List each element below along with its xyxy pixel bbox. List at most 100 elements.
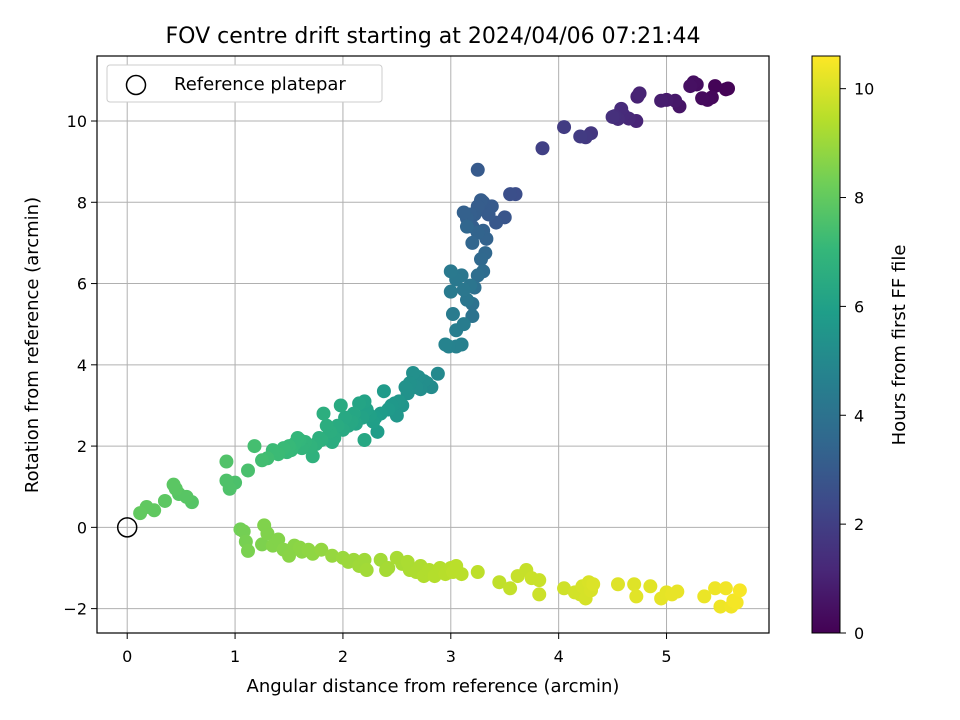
legend-entry-reference-platepar: Reference platepar [174, 74, 346, 95]
colorbar-tick-label: 10 [854, 80, 874, 99]
x-tick-label: 0 [122, 647, 132, 666]
y-tick-label: −2 [63, 600, 87, 619]
y-tick-label: 0 [77, 518, 87, 537]
data-point [718, 581, 733, 596]
data-point [325, 548, 340, 563]
data-point [398, 380, 413, 395]
data-point [459, 219, 474, 234]
data-point [470, 162, 485, 177]
data-point [557, 120, 572, 135]
data-point [610, 577, 625, 592]
data-point [133, 506, 148, 521]
x-axis-label: Angular distance from reference (arcmin) [247, 676, 620, 697]
data-point [643, 579, 658, 594]
data-point [359, 563, 374, 578]
data-point [470, 268, 485, 283]
data-point [438, 337, 453, 352]
data-point [241, 463, 256, 478]
data-point [654, 93, 669, 108]
data-point [503, 187, 518, 202]
data-point [157, 493, 172, 508]
data-point [708, 581, 723, 596]
data-point [260, 526, 275, 541]
y-tick-label: 8 [77, 193, 87, 212]
colorbar-tick-label: 8 [854, 189, 864, 208]
data-point [532, 587, 547, 602]
colorbar-tick-label: 0 [854, 624, 864, 643]
data-point [605, 109, 620, 124]
data-point [713, 599, 728, 614]
data-point [683, 79, 698, 94]
data-point [314, 542, 329, 557]
data-point [732, 583, 747, 598]
data-point [443, 284, 458, 299]
data-point [721, 81, 736, 96]
data-point [697, 589, 712, 604]
data-points [133, 75, 747, 614]
plot-frame [96, 55, 770, 634]
data-point [557, 581, 572, 596]
data-point [241, 543, 256, 558]
x-tick-label: 2 [338, 647, 348, 666]
data-point [474, 252, 488, 267]
colorbar: 0 2 4 6 8 10 Hours from first FF file [811, 55, 910, 643]
data-point [456, 282, 471, 297]
y-tick-label: 4 [77, 356, 87, 375]
data-point [333, 398, 348, 413]
colorbar-label: Hours from first FF file [889, 245, 910, 446]
data-point [445, 307, 460, 322]
data-point [319, 418, 334, 433]
colorbar-tick-label: 2 [854, 515, 864, 534]
data-point [456, 317, 471, 332]
data-point [316, 406, 331, 421]
data-point [532, 573, 547, 588]
x-tick-label: 1 [230, 647, 240, 666]
legend-box [106, 64, 383, 103]
data-point [454, 567, 469, 582]
data-point [376, 384, 391, 399]
x-axis-ticks: 0 1 2 3 4 5 [122, 633, 672, 666]
data-point [627, 577, 642, 592]
x-tick-label: 3 [446, 647, 456, 666]
data-point [470, 565, 485, 580]
data-point [247, 439, 262, 454]
data-point [430, 366, 445, 381]
grid [97, 56, 769, 633]
data-point [443, 264, 458, 279]
data-point [219, 454, 234, 469]
data-point [573, 129, 588, 144]
data-point [695, 91, 710, 106]
x-tick-label: 4 [554, 647, 564, 666]
colorbar-ticks: 0 2 4 6 8 10 [840, 80, 874, 643]
chart-title: FOV centre drift starting at 2024/04/06 … [166, 24, 701, 49]
reference-platepar-marker [116, 517, 138, 538]
data-point [166, 477, 181, 492]
data-point [255, 537, 270, 552]
data-point [503, 581, 518, 596]
data-point [535, 141, 550, 156]
data-point [632, 86, 647, 101]
data-point [586, 577, 601, 592]
data-point [456, 205, 471, 220]
data-point [629, 589, 644, 604]
y-axis-label: Rotation from reference (arcmin) [22, 197, 43, 493]
y-tick-label: 6 [77, 275, 87, 294]
data-point [729, 595, 744, 610]
data-point [670, 584, 685, 599]
y-tick-label: 10 [67, 112, 87, 131]
y-axis-ticks: −2 0 2 4 6 8 10 [63, 112, 97, 619]
x-tick-label: 5 [661, 647, 671, 666]
colorbar-gradient [811, 55, 841, 634]
data-point [255, 453, 270, 468]
legend-marker-icon [125, 74, 147, 96]
colorbar-tick-label: 4 [854, 406, 864, 425]
colorbar-tick-label: 6 [854, 297, 864, 316]
data-point [381, 560, 396, 575]
y-tick-label: 2 [77, 437, 87, 456]
legend: Reference platepar [106, 64, 383, 103]
data-point [465, 235, 480, 250]
data-point [219, 473, 234, 488]
data-point [492, 575, 507, 590]
data-point [708, 79, 723, 94]
